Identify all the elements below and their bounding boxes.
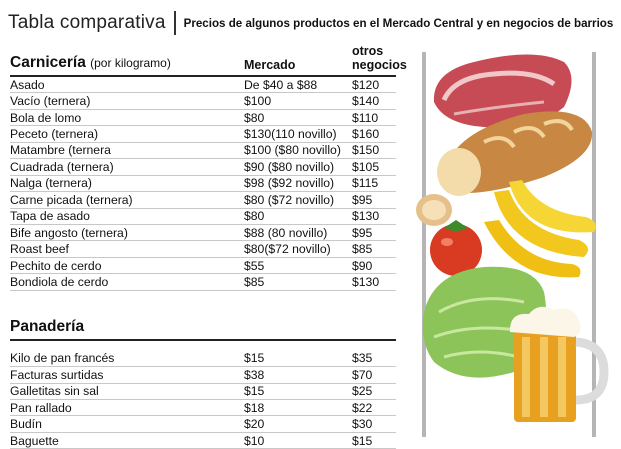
product-name: Cuadrada (ternera) xyxy=(10,159,114,174)
product-name: Tapa de asado xyxy=(10,209,90,224)
price-otros: $95 xyxy=(352,192,373,207)
carniceria-rows: Asado De $40 a $88 $120 Vacío (ternera) $100… xyxy=(10,77,396,291)
product-name: Vacío (ternera) xyxy=(10,94,91,109)
price-otros: $22 xyxy=(352,400,373,415)
price-otros: $35 xyxy=(352,351,373,366)
product-name: Peceto (ternera) xyxy=(10,127,99,142)
col-header-otros-line1: otros xyxy=(352,44,384,58)
price-mercado: $15 xyxy=(244,351,265,366)
product-name: Galletitas sin sal xyxy=(10,384,99,399)
table-row: Galletitas sin sal $15 $25 xyxy=(10,384,396,400)
table-row: Matambre (ternera $100 ($80 novillo) $150 xyxy=(10,143,396,160)
price-mercado: $98 ($92 novillo) xyxy=(244,176,335,191)
price-otros: $70 xyxy=(352,367,373,382)
price-otros: $105 xyxy=(352,159,380,174)
product-name: Matambre (ternera xyxy=(10,143,111,158)
product-name: Roast beef xyxy=(10,242,69,257)
col-header-mercado: Mercado xyxy=(244,58,296,72)
price-otros: $90 xyxy=(352,258,373,273)
banana-icon xyxy=(484,180,596,278)
table-row: Pechito de cerdo $55 $90 xyxy=(10,258,396,275)
table-row: Vacío (ternera) $100 $140 xyxy=(10,93,396,110)
price-otros: $25 xyxy=(352,384,373,399)
price-otros: $120 xyxy=(352,77,380,92)
price-mercado: De $40 a $88 xyxy=(244,77,318,92)
right-pole xyxy=(592,52,596,437)
table-row: Facturas surtidas $38 $70 xyxy=(10,367,396,384)
price-mercado: $88 (80 novillo) xyxy=(244,225,328,240)
left-pole xyxy=(422,52,426,437)
table-row: Pan rallado $18 $22 xyxy=(10,400,396,417)
meat-icon xyxy=(433,54,572,128)
product-name: Asado xyxy=(10,77,45,92)
product-name: Bola de lomo xyxy=(10,110,82,125)
price-mercado: $38 xyxy=(244,367,265,382)
table-row: Bife angosto (ternera) $88 (80 novillo) $9… xyxy=(10,225,396,242)
price-mercado: $18 xyxy=(244,400,265,415)
panaderia-title: Panadería xyxy=(10,318,396,341)
carniceria-title-text: Carnicería xyxy=(10,54,86,71)
table-row: Asado De $40 a $88 $120 xyxy=(10,77,396,94)
panaderia-rows: Kilo de pan francés $15 $35 Facturas surtid… xyxy=(10,351,396,449)
price-otros: $85 xyxy=(352,242,373,257)
bread-icon xyxy=(416,111,593,226)
product-name: Carne picada (ternera) xyxy=(10,192,133,207)
price-otros: $115 xyxy=(352,176,379,191)
price-mercado: $15 xyxy=(244,384,265,399)
price-mercado: $55 xyxy=(244,258,265,273)
product-name: Nalga (ternera) xyxy=(10,176,92,191)
table-row: Budín $20 $30 xyxy=(10,416,396,433)
table-row: Nalga (ternera) $98 ($92 novillo) $115 xyxy=(10,176,396,193)
price-otros: $150 xyxy=(352,143,380,158)
table-row: Cuadrada (ternera) $90 ($80 novillo) $105 xyxy=(10,159,396,176)
product-name: Pan rallado xyxy=(10,400,72,415)
tomato-icon xyxy=(430,220,482,276)
carniceria-unit: (por kilogramo) xyxy=(90,56,171,70)
price-otros: $160 xyxy=(352,127,380,142)
product-name: Kilo de pan francés xyxy=(10,351,115,366)
beer-mug-icon xyxy=(509,306,609,422)
product-name: Bondiola de cerdo xyxy=(10,274,109,289)
table-row: Bola de lomo $80 $110 xyxy=(10,110,396,127)
table-row: Kilo de pan francés $15 $35 xyxy=(10,351,396,368)
price-mercado: $80 xyxy=(244,209,265,224)
price-mercado: $90 ($80 novillo) xyxy=(244,159,335,174)
table-row: Tapa de asado $80 $130 xyxy=(10,209,396,225)
product-name: Bife angosto (ternera) xyxy=(10,225,128,240)
carniceria-title: Carnicería (por kilogramo) xyxy=(10,54,244,72)
col-header-otros-line2: negocios xyxy=(352,58,407,72)
product-name: Budín xyxy=(10,417,42,432)
page-subtitle: Precios de algunos productos en el Merca… xyxy=(183,16,614,30)
price-otros: $110 xyxy=(352,110,379,125)
table-row: Bondiola de cerdo $85 $130 xyxy=(10,274,396,291)
food-illustration xyxy=(416,52,609,437)
table-row: Roast beef $80($72 novillo) $85 xyxy=(10,241,396,258)
price-mercado: $85 xyxy=(244,274,265,289)
price-mercado: $80 xyxy=(244,110,265,125)
price-mercado: $80 ($72 novillo) xyxy=(244,192,335,207)
price-mercado: $80($72 novillo) xyxy=(244,242,331,257)
page-title: Tabla comparativa xyxy=(8,12,166,33)
price-mercado: $100 xyxy=(244,94,272,109)
price-otros: $30 xyxy=(352,417,373,432)
price-mercado: $130(110 novillo) xyxy=(244,127,337,142)
table-row: Carne picada (ternera) $80 ($72 novillo) $… xyxy=(10,192,396,209)
col-header-otros: otros negocios xyxy=(352,44,407,72)
product-name: Facturas surtidas xyxy=(10,367,104,382)
price-table: Carnicería (por kilogramo) Mercado otros… xyxy=(10,44,407,449)
title-divider xyxy=(173,11,176,35)
product-name: Pechito de cerdo xyxy=(10,258,102,273)
price-otros: $130 xyxy=(352,274,380,289)
table-row: Peceto (ternera) $130(110 novillo) $160 xyxy=(10,126,396,143)
price-otros: $95 xyxy=(352,225,373,240)
price-mercado: $100 ($80 novillo) xyxy=(244,143,341,158)
price-otros: $130 xyxy=(352,209,380,224)
page-header: Tabla comparativa Precios de algunos pro… xyxy=(8,6,614,40)
price-mercado: $20 xyxy=(244,417,265,432)
price-otros: $140 xyxy=(352,94,380,109)
carniceria-header: Carnicería (por kilogramo) Mercado otros… xyxy=(10,44,407,77)
